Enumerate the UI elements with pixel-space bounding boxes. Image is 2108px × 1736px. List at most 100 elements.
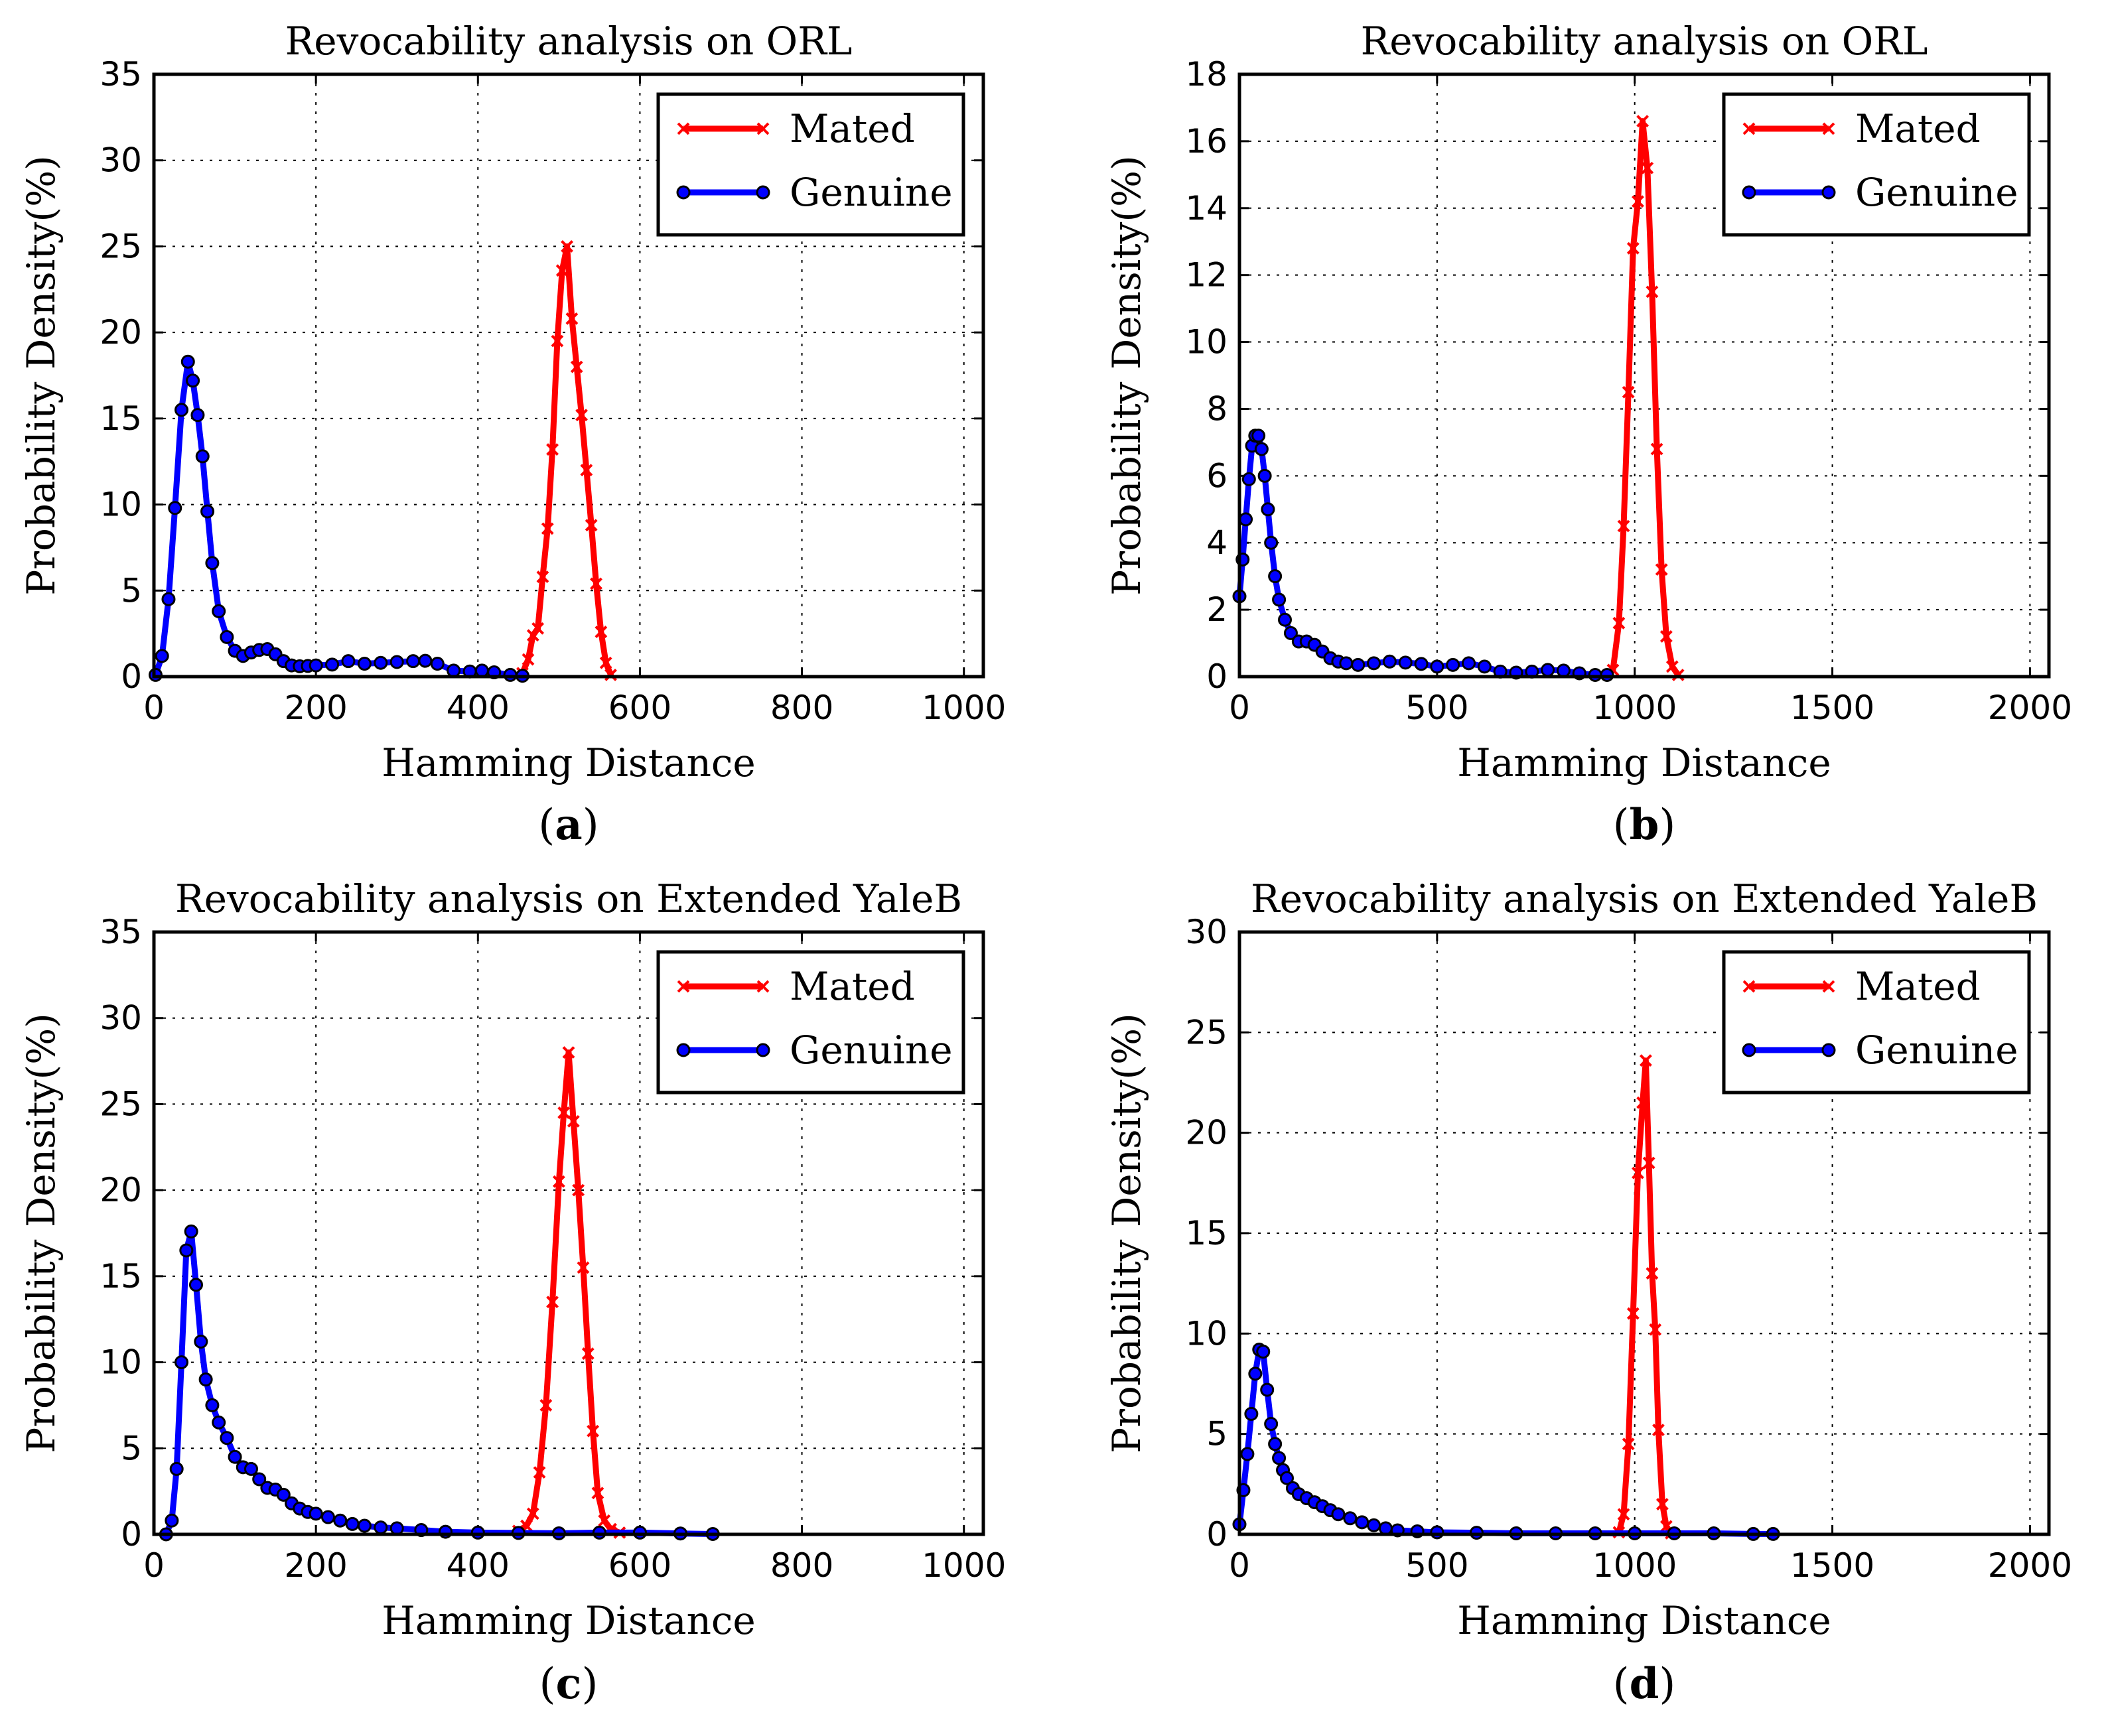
x-tick-label: 1000 [1592, 1546, 1677, 1585]
data-point-genuine [198, 1372, 213, 1387]
data-point-genuine [175, 1355, 189, 1370]
data-point-mated [599, 656, 612, 669]
y-tick-label: 20 [1185, 1114, 1228, 1152]
data-point-genuine [1600, 667, 1614, 682]
data-point-mated [1655, 1498, 1669, 1511]
chart-title: Revocability analysis on Extended YaleB [1251, 876, 2038, 921]
y-tick-label: 35 [100, 913, 142, 951]
x-tick-label: 200 [284, 689, 347, 727]
legend-frame [1722, 950, 2031, 1095]
data-point-mated [551, 334, 564, 348]
data-point-mated [581, 1347, 595, 1361]
data-point-mated [1659, 630, 1673, 643]
data-point-genuine [168, 501, 182, 515]
y-axis-label: Probability Density(%) [19, 1013, 64, 1453]
data-point-genuine [1239, 512, 1253, 527]
data-point-genuine [1256, 1345, 1271, 1359]
data-point-genuine [1272, 592, 1287, 607]
data-point-genuine [389, 655, 404, 669]
data-point-genuine [357, 1518, 372, 1533]
data-point-genuine [1477, 659, 1492, 674]
data-point-genuine [220, 1431, 234, 1445]
y-tick-label: 15 [100, 1257, 142, 1296]
data-point-genuine [1268, 1437, 1283, 1451]
data-point-mated [577, 1261, 590, 1274]
data-point-genuine [205, 556, 220, 570]
panel-label: a [555, 800, 582, 850]
y-tick-label: 8 [1206, 389, 1228, 428]
data-point-mated [522, 653, 535, 666]
y-tick-label: 20 [100, 313, 142, 352]
axes-frame [152, 930, 985, 1536]
legend: Mated Genuine [656, 92, 965, 237]
data-point-genuine [276, 1487, 291, 1502]
data-point-genuine [1272, 1451, 1287, 1465]
data-point-genuine [406, 654, 421, 669]
x-tick-label: 800 [770, 689, 833, 727]
panel-label: d [1630, 1659, 1659, 1709]
x-tick-label: 2000 [1988, 1546, 2072, 1585]
data-point-genuine [155, 649, 169, 663]
x-tick-label: 0 [143, 689, 165, 727]
series-line-mated [1610, 118, 1681, 678]
data-point-mated [526, 629, 539, 642]
data-point-genuine [1240, 1447, 1255, 1461]
series-genuine [148, 354, 529, 683]
data-point-genuine [1244, 1406, 1259, 1421]
data-point-mated [1617, 519, 1630, 533]
data-point-mated [565, 312, 579, 325]
x-tick-label: 0 [1229, 689, 1250, 727]
chart-title: Revocability analysis on Extended YaleB [175, 876, 962, 921]
data-point-genuine [1339, 656, 1354, 671]
series-line-mated [1616, 1057, 1674, 1536]
data-point-genuine [309, 658, 323, 673]
chart-panel-c: 0 200 400 600 800 1000 0 5 10 15 20 25 30 35 Revocabil… [19, 876, 1006, 1709]
series-mated [516, 240, 617, 681]
data-point-genuine [1588, 667, 1602, 682]
data-point-genuine [179, 1243, 194, 1258]
data-point-mated [1639, 1054, 1652, 1067]
legend-marker [677, 122, 690, 135]
y-tick-label: 6 [1206, 456, 1228, 495]
data-point-mated [1617, 1508, 1630, 1521]
data-point-genuine [1251, 429, 1266, 443]
legend-marker [1821, 185, 1836, 200]
data-point-mated [539, 1399, 553, 1412]
data-point-genuine [1382, 654, 1397, 669]
y-tick-label: 30 [100, 999, 142, 1037]
y-tick-label: 15 [100, 399, 142, 438]
legend: Mated Genuine [1722, 92, 2031, 237]
y-tick-label: 10 [100, 486, 142, 524]
data-point-genuine [1367, 1518, 1381, 1532]
data-point-genuine [194, 1334, 208, 1349]
legend-entry-mated: Mated [1855, 964, 1981, 1009]
legend-frame [656, 950, 965, 1095]
y-tick-label: 0 [121, 1515, 142, 1554]
data-point-mated [557, 1106, 571, 1119]
legend-entry-mated: Mated [1855, 106, 1981, 151]
panel-caption: (a) [538, 800, 598, 850]
y-tick-label: 10 [1185, 323, 1228, 362]
data-point-genuine [1264, 1417, 1279, 1432]
data-point-genuine [169, 1461, 184, 1476]
data-point-mated [591, 1487, 604, 1500]
data-point-genuine [212, 604, 226, 618]
data-point-mated [541, 522, 554, 535]
data-point-genuine [341, 654, 356, 669]
x-tick-label: 1000 [922, 1546, 1006, 1585]
data-point-genuine [474, 663, 489, 678]
data-point-genuine [345, 1516, 360, 1531]
data-point-genuine [190, 408, 205, 423]
data-point-mated [595, 626, 608, 638]
data-point-genuine [374, 1520, 388, 1535]
legend-entry-genuine: Genuine [790, 170, 953, 215]
legend-marker [676, 1043, 691, 1057]
data-point-genuine [418, 653, 433, 668]
legend-entry-mated: Mated [790, 964, 915, 1009]
panel-label: c [556, 1659, 582, 1709]
y-tick-label: 10 [1185, 1314, 1228, 1353]
data-point-genuine [184, 1224, 198, 1238]
legend-marker [676, 185, 691, 200]
x-tick-label: 1000 [1592, 689, 1677, 727]
panel-caption: (b) [1613, 800, 1676, 850]
